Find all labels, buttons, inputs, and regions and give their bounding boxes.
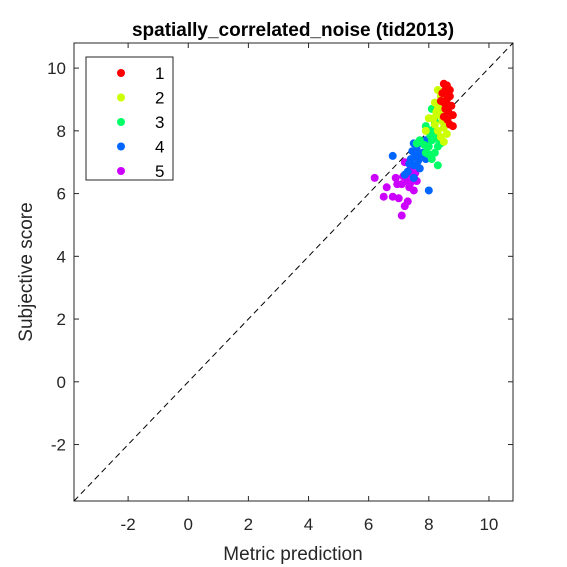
legend-marker-4 bbox=[117, 142, 125, 151]
x-tick-label: 0 bbox=[184, 515, 193, 534]
y-axis-label: Subjective score bbox=[16, 202, 37, 341]
y-tick-label: 6 bbox=[57, 185, 66, 204]
legend-marker-3 bbox=[117, 118, 125, 126]
legend-label-1: 1 bbox=[155, 64, 164, 83]
x-tick-label: 10 bbox=[479, 515, 498, 534]
scatter-point-series-5 bbox=[400, 202, 409, 211]
scatter-point-series-2 bbox=[433, 126, 442, 135]
scatter-point-series-1 bbox=[443, 115, 452, 124]
scatter-point-series-5 bbox=[370, 173, 379, 182]
scatter-point-series-5 bbox=[409, 186, 418, 195]
legend: 1 2 3 4 5 bbox=[85, 56, 174, 181]
x-tick-label: 2 bbox=[244, 515, 253, 534]
legend-entries: 1 2 3 4 5 bbox=[117, 64, 164, 181]
scatter-point-series-1 bbox=[438, 89, 447, 98]
chart-title: spatially_correlated_noise (tid2013) bbox=[132, 20, 454, 41]
legend-label-2: 2 bbox=[155, 89, 164, 108]
scatter-point-series-2 bbox=[430, 120, 439, 129]
scatter-point-series-3 bbox=[424, 150, 433, 159]
x-tick-label: -2 bbox=[121, 515, 136, 534]
y-tick-label: 8 bbox=[57, 122, 66, 141]
scatter-point-series-4 bbox=[408, 147, 417, 156]
scatter-point-series-4 bbox=[388, 151, 397, 160]
x-axis-ticks: -2 0 2 4 6 8 10 bbox=[121, 43, 498, 534]
scatter-point-series-3 bbox=[430, 148, 439, 157]
scatter-point-series-3 bbox=[433, 161, 442, 170]
scatter-point-series-5 bbox=[379, 192, 388, 201]
scatter-point-series-2 bbox=[439, 137, 448, 146]
scatter-point-series-4 bbox=[412, 161, 421, 170]
y-tick-label: 10 bbox=[47, 59, 66, 78]
scatter-point-series-1 bbox=[442, 100, 451, 109]
scatter-point-series-5 bbox=[382, 183, 391, 192]
scatter-point-series-5 bbox=[394, 194, 403, 203]
scatter-point-series-2 bbox=[424, 114, 433, 123]
legend-marker-5 bbox=[117, 167, 125, 175]
identity-reference-line bbox=[73, 42, 514, 502]
scatter-point-series-4 bbox=[409, 173, 418, 182]
scatter-point-series-2 bbox=[433, 104, 442, 113]
legend-label-3: 3 bbox=[155, 113, 164, 132]
y-tick-label: -2 bbox=[51, 436, 66, 455]
legend-marker-2 bbox=[117, 93, 125, 102]
scatter-point-series-5 bbox=[393, 180, 402, 189]
scatter-point-series-5 bbox=[391, 173, 400, 182]
legend-label-4: 4 bbox=[155, 138, 164, 157]
x-tick-label: 4 bbox=[304, 515, 313, 534]
legend-label-5: 5 bbox=[155, 162, 164, 181]
scatter-point-series-5 bbox=[397, 211, 406, 220]
scatter-point-series-1 bbox=[445, 86, 454, 95]
y-tick-label: 0 bbox=[57, 373, 66, 392]
scatter-point-series-4 bbox=[400, 170, 409, 179]
scatter-point-series-4 bbox=[424, 186, 433, 195]
reference-line-layer bbox=[73, 42, 514, 502]
y-tick-label: 2 bbox=[57, 310, 66, 329]
legend-marker-1 bbox=[117, 69, 125, 77]
scatter-point-series-3 bbox=[412, 139, 421, 148]
scatter-point-series-3 bbox=[420, 140, 429, 149]
scatter-point-series-5 bbox=[388, 192, 397, 201]
scatter-point-series-1 bbox=[448, 111, 457, 120]
x-axis-label: Metric prediction bbox=[223, 544, 362, 565]
scatter-point-series-2 bbox=[421, 126, 430, 135]
legend-box bbox=[85, 56, 174, 181]
x-tick-label: 8 bbox=[424, 515, 433, 534]
y-axis-ticks: -2 0 2 4 6 8 10 bbox=[47, 59, 513, 455]
y-tick-label: 4 bbox=[57, 247, 66, 266]
scatter-point-series-4 bbox=[405, 159, 414, 168]
scatter-point-series-2 bbox=[442, 129, 451, 138]
scatter-points-layer bbox=[370, 79, 457, 220]
x-tick-label: 6 bbox=[364, 515, 373, 534]
scatter-point-series-1 bbox=[448, 122, 457, 131]
